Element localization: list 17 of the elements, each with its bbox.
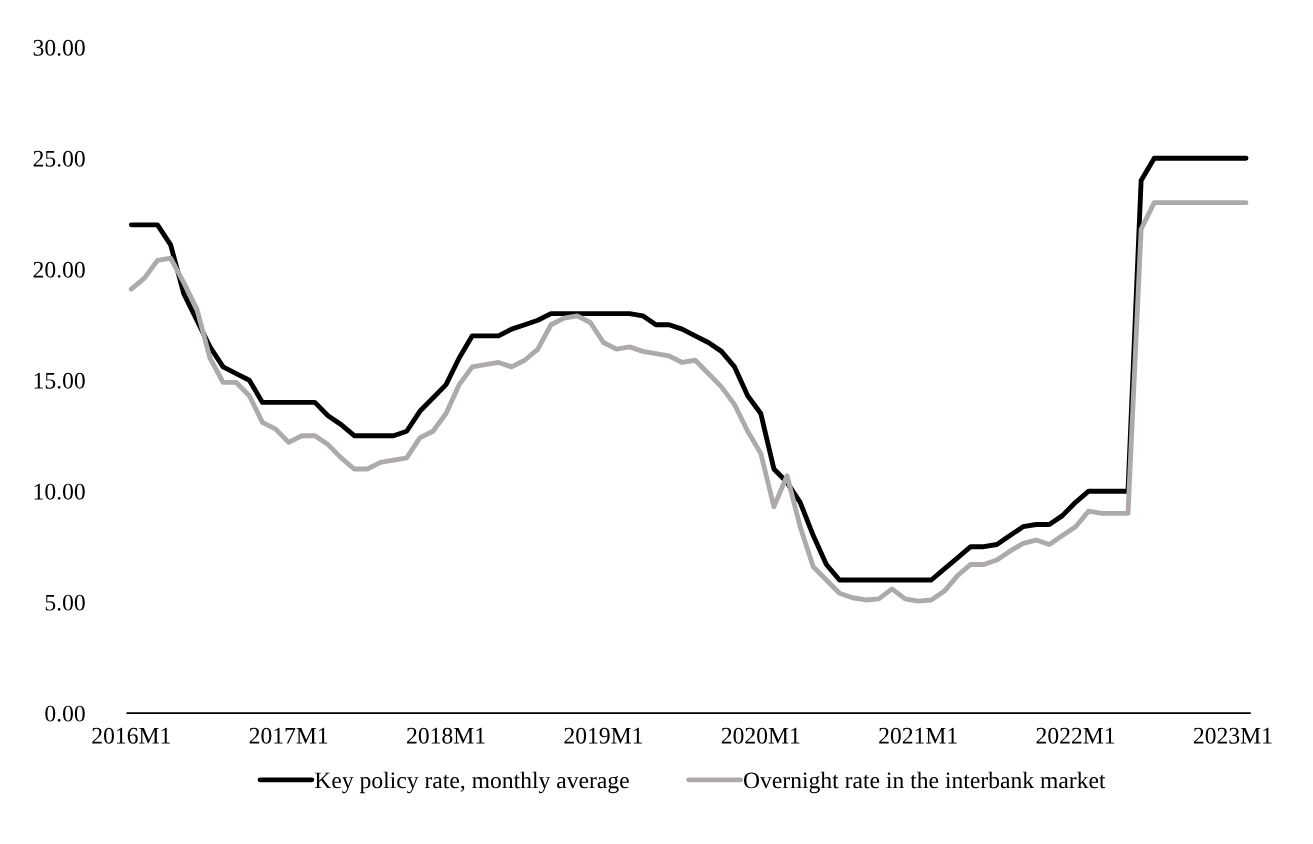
y-tick-label: 5.00	[45, 594, 85, 611]
x-tick-label: 2021M1	[879, 727, 957, 744]
y-tick-label: 30.00	[33, 39, 85, 56]
y-tick-label: 10.00	[34, 483, 85, 500]
legend-label: Key policy rate, monthly average	[314, 771, 629, 794]
x-tick-label: 2023M1	[1193, 727, 1272, 744]
x-tick-label: 2022M1	[1036, 727, 1115, 744]
x-tick-label: 2018M1	[407, 727, 485, 744]
x-tick-label: 2017M1	[249, 727, 328, 744]
y-tick-label: 15.00	[34, 372, 85, 389]
legend-label: Overnight rate in the interbank market	[743, 771, 1106, 794]
x-tick-label: 2020M1	[721, 727, 800, 744]
x-tick-label: 2019M1	[564, 727, 643, 744]
y-tick-label: 20.00	[33, 261, 85, 278]
y-tick-label: 25.00	[33, 150, 85, 167]
y-tick-label: 0.00	[45, 705, 85, 722]
x-tick-label: 2016M1	[92, 727, 170, 744]
